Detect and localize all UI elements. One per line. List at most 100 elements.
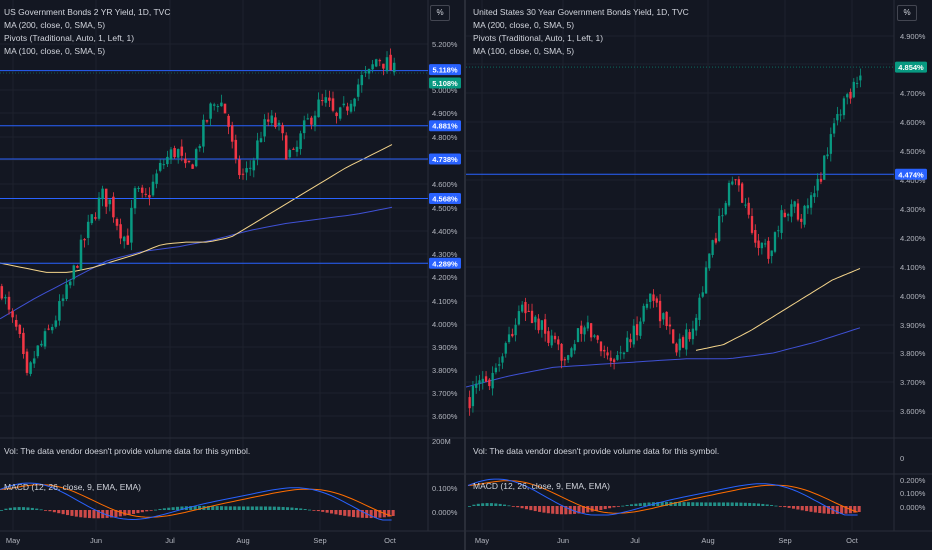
left-pivots-legend[interactable]: Pivots (Traditional, Auto, 1, Left, 1) (4, 33, 135, 43)
macd-histogram-bar (761, 503, 765, 506)
macd-histogram-bar (551, 506, 555, 514)
candle-body (94, 217, 97, 219)
candle-body (603, 349, 606, 352)
candle-body (803, 205, 806, 225)
candle-body (773, 232, 777, 252)
macd-histogram-bar (26, 507, 30, 510)
macd-histogram-bar (228, 506, 232, 510)
macd-histogram-bar (656, 502, 660, 506)
price-badge-bg (429, 64, 461, 76)
price-badge-bg (429, 120, 461, 132)
candle-body (649, 293, 652, 302)
candle-body (507, 334, 511, 343)
left-ma100-legend[interactable]: MA (100, close, 0, SMA, 5) (4, 46, 106, 56)
macd-histogram-bar (472, 504, 476, 506)
candle-body (40, 343, 43, 346)
time-axis-label: May (475, 536, 489, 545)
macd-histogram-bar (158, 508, 162, 510)
macd-histogram-bar (559, 506, 563, 515)
time-axis-label: May (6, 536, 20, 545)
price-tick-label: 4.800% (432, 133, 458, 142)
candle-body (256, 140, 259, 160)
left-symbol-title[interactable]: US Government Bonds 2 YR Yield, 1D, TVC (4, 7, 171, 17)
time-axis-label: Jul (165, 536, 175, 545)
candle-body (806, 205, 809, 209)
macd-histogram-bar (568, 506, 572, 515)
macd-histogram-bar (13, 507, 17, 510)
candle-body (586, 322, 589, 329)
price-tick-label: 4.100% (432, 297, 458, 306)
macd-histogram-bar (608, 506, 612, 509)
right-percent-button[interactable]: % (897, 5, 917, 21)
pane-divider[interactable] (464, 0, 466, 550)
candle-body (104, 188, 108, 207)
candle-body (655, 298, 658, 303)
right-macd-legend[interactable]: MACD (12, 26, close, 9, EMA, EMA) (473, 481, 610, 491)
price-tick-label: 4.500% (432, 204, 458, 213)
left-macd-legend[interactable]: MACD (12, 26, close, 9, EMA, EMA) (4, 482, 141, 492)
candle-body (632, 325, 635, 345)
candle-body (846, 94, 849, 98)
candle-body (194, 149, 198, 167)
macd-histogram-bar (695, 502, 699, 506)
macd-histogram-bar (748, 502, 752, 506)
left-chart-canvas[interactable]: 5.200%5.000%4.900%4.800%4.700%4.600%4.50… (0, 0, 464, 550)
macd-histogram-bar (198, 505, 202, 510)
right-symbol-title[interactable]: United States 30 Year Government Bonds Y… (473, 7, 689, 17)
macd-histogram-bar (316, 510, 320, 512)
candle-body (378, 60, 382, 62)
candle-body (108, 199, 112, 205)
candle-body (619, 352, 622, 354)
macd-histogram-bar (778, 506, 782, 507)
macd-histogram-bar (272, 506, 276, 510)
macd-histogram-bar (844, 506, 848, 514)
candle-body (346, 106, 349, 111)
left-chart-pane[interactable]: 5.200%5.000%4.900%4.800%4.700%4.600%4.50… (0, 0, 464, 550)
price-tick-label: 3.800% (432, 366, 458, 375)
candle-body (371, 64, 374, 70)
candle-body (734, 179, 737, 181)
macd-histogram-bar (796, 506, 800, 510)
candle-body (698, 297, 701, 320)
macd-histogram-bar (682, 502, 686, 506)
macd-histogram-bar (678, 502, 682, 506)
macd-histogram-bar (22, 507, 26, 510)
candle-body (216, 106, 220, 108)
macd-histogram-bar (835, 506, 839, 515)
price-tick-label: 4.300% (900, 205, 926, 214)
macd-histogram-bar (171, 507, 175, 510)
candle-body (708, 253, 711, 269)
candle-body (813, 193, 816, 197)
candle-body (626, 337, 629, 352)
macd-histogram-bar (281, 506, 285, 510)
right-ma100-legend[interactable]: MA (100, close, 0, SMA, 5) (473, 46, 575, 56)
price-badge-pivot: 4.289% (429, 257, 461, 269)
candle-body (47, 328, 50, 330)
price-tick-label: 4.400% (432, 227, 458, 236)
left-percent-button[interactable]: % (430, 5, 450, 21)
price-tick-label: 4.000% (900, 292, 926, 301)
time-axis-label: Aug (236, 536, 249, 545)
right-chart-canvas[interactable]: 4.900%4.800%4.700%4.600%4.500%4.400%4.30… (466, 0, 932, 550)
candle-body (724, 203, 727, 215)
macd-histogram-bar (123, 510, 127, 516)
right-ma200-legend[interactable]: MA (200, close, 0, SMA, 5) (473, 20, 575, 30)
macd-histogram-bar (330, 510, 334, 514)
candle-body (320, 100, 324, 102)
candle-body (374, 59, 378, 67)
macd-histogram-bar (127, 510, 131, 515)
macd-histogram-bar (853, 506, 857, 513)
macd-histogram-bar (787, 506, 791, 508)
right-chart-pane[interactable]: 4.900%4.800%4.700%4.600%4.500%4.400%4.30… (466, 0, 932, 550)
left-ma200-legend[interactable]: MA (200, close, 0, SMA, 5) (4, 20, 106, 30)
candle-body (158, 162, 162, 171)
right-pivots-legend[interactable]: Pivots (Traditional, Auto, 1, Left, 1) (473, 33, 604, 43)
candle-body (148, 195, 151, 198)
time-axis-label: Sep (778, 536, 791, 545)
macd-histogram-bar (52, 510, 56, 513)
macd-histogram-bar (520, 506, 524, 509)
macd-histogram-bar (246, 506, 250, 510)
candle-body (43, 331, 47, 347)
macd-histogram-bar (643, 502, 647, 506)
price-tick-label: 3.600% (432, 412, 458, 421)
